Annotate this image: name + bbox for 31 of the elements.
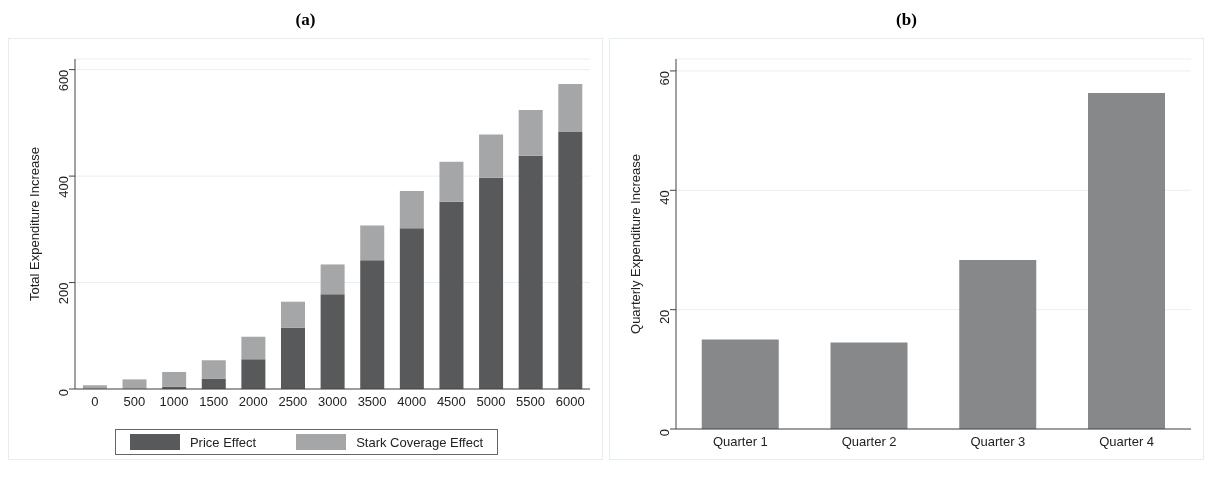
y-tick-label: 40 [656, 190, 672, 205]
x-tick-label: 1000 [159, 394, 189, 410]
chart-title: (a) [294, 9, 317, 31]
x-tick-label: 2000 [238, 394, 268, 410]
x-tick-label: 1500 [199, 394, 229, 410]
chart-title: (b) [895, 9, 918, 31]
y-tick-label: 0 [656, 429, 672, 437]
legend-label: Price Effect [188, 434, 257, 450]
y-tick-label: 20 [656, 309, 672, 325]
x-tick-label: 4000 [397, 394, 427, 410]
y-tick-label: 200 [55, 282, 71, 305]
x-tick-label: 5000 [476, 394, 506, 410]
legend-label: Stark Coverage Effect [355, 434, 484, 450]
x-tick-label: 4500 [436, 394, 466, 410]
x-tick-label: 0 [91, 394, 99, 410]
x-tick-label: 3000 [318, 394, 347, 410]
x-tick-label: Quarter 2 [841, 434, 897, 450]
x-tick-label: 2500 [278, 394, 308, 410]
y-tick-label: 0 [55, 389, 71, 397]
y-axis-title: Total Expenditure Increase [26, 147, 42, 301]
x-tick-label: Quarter 1 [712, 434, 768, 450]
y-axis-title: Quarterly Expenditure Increase [627, 154, 643, 334]
x-tick-label: Quarter 4 [1099, 434, 1155, 450]
x-tick-label: 3500 [357, 394, 387, 410]
y-tick-label: 400 [55, 176, 71, 198]
y-tick-label: 600 [55, 69, 71, 92]
y-tick-label: 60 [656, 70, 672, 86]
x-tick-label: Quarter 3 [970, 434, 1026, 450]
x-tick-label: 5500 [516, 394, 546, 410]
x-tick-label: 6000 [555, 394, 585, 410]
x-tick-label: 500 [123, 394, 146, 410]
